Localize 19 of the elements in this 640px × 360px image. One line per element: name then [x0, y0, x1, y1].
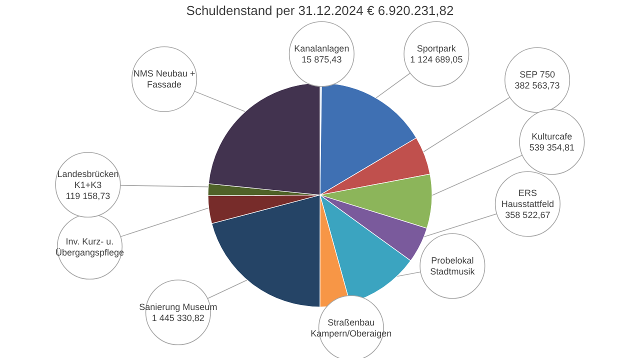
- slice-label: Kanalanlagen: [294, 44, 350, 54]
- slice-label: Inv. Kurz- u. Übergangspflege: [55, 236, 124, 258]
- slice-label: NMS Neubau + Fassade: [133, 68, 196, 90]
- chart-title: Schuldenstand per 31.12.2024 € 6.920.231,82: [186, 2, 454, 18]
- slice-label: Sanierung Museum: [139, 302, 218, 312]
- data-label: 1 445 330,82: [152, 312, 204, 323]
- slice-label: SEP 750: [520, 70, 555, 80]
- data-label: 539 354,81: [529, 142, 574, 152]
- slice-label: Probelokal Stadtmusik: [430, 256, 476, 276]
- slice-label: Landesbrücken K1+K3: [57, 168, 119, 190]
- slice-label: Kulturcafe: [532, 132, 572, 142]
- slice-label: ERS Hausstattfeld: [501, 188, 554, 209]
- data-label: 358 522,67: [505, 210, 550, 220]
- data-label: 382 563,73: [514, 80, 560, 90]
- slice-label: Straßenbau Kampern/Oberaigen: [310, 318, 392, 338]
- data-label: 1 124 689,05: [410, 54, 463, 64]
- data-label: 15 875,43: [302, 54, 342, 64]
- slice-label: Sportpark: [416, 44, 456, 54]
- data-label: 119 158,73: [66, 190, 110, 201]
